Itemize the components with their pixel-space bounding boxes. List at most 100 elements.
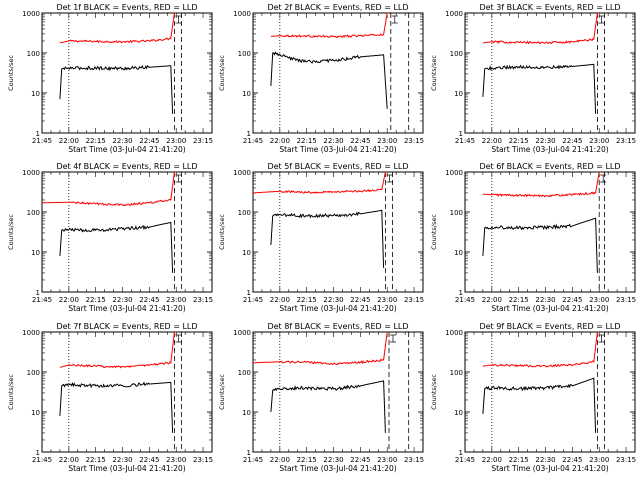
x-tick-label: 23:00 <box>377 296 397 304</box>
series-events <box>482 377 597 433</box>
x-axis-label: Start Time (03-Jul-04 21:41:20) <box>491 145 608 154</box>
series-events <box>270 209 385 268</box>
y-tick-label: 1 <box>36 130 40 138</box>
y-tick-label: 1 <box>247 449 251 457</box>
series-events <box>482 217 598 273</box>
panel-title: Det 2f BLACK = Events, RED = LLD <box>267 3 408 12</box>
y-tick-label: 100 <box>450 209 463 217</box>
x-tick-label: 22:00 <box>59 137 79 145</box>
x-tick-label: 22:30 <box>323 137 343 145</box>
panel-title: Det 5f BLACK = Events, RED = LLD <box>267 162 408 171</box>
y-tick-label: 100 <box>27 50 40 58</box>
series-lld <box>270 13 389 39</box>
panel-title: Det 4f BLACK = Events, RED = LLD <box>56 162 197 171</box>
x-tick-label: 23:00 <box>166 296 186 304</box>
plot-frame <box>41 12 213 134</box>
panel-det-5: Det 5f BLACK = Events, RED = LLD 1 10 100 10… <box>218 162 424 313</box>
x-tick-label: 22:15 <box>509 456 529 464</box>
x-tick-label: 22:45 <box>139 137 159 145</box>
y-tick-label: 1000 <box>445 10 463 18</box>
series-lld <box>482 172 601 198</box>
series-events <box>270 380 386 433</box>
x-tick-label: 22:45 <box>562 296 582 304</box>
panel-title: Det 6f BLACK = Events, RED = LLD <box>479 162 620 171</box>
x-tick-label: 22:00 <box>59 456 79 464</box>
y-tick-label: 1000 <box>445 169 463 177</box>
series-lld <box>253 172 388 194</box>
panel-title: Det 7f BLACK = Events, RED = LLD <box>56 322 197 331</box>
x-tick-label: 23:15 <box>616 296 636 304</box>
plot-frame <box>41 331 213 453</box>
x-tick-label: 23:00 <box>166 137 186 145</box>
y-tick-label: 10 <box>454 409 463 417</box>
y-tick-label: 10 <box>31 409 40 417</box>
x-axis-label: Start Time (03-Jul-04 21:41:20) <box>68 464 185 473</box>
y-axis-label: Counts/sec <box>218 55 226 91</box>
x-tick-label: 21:45 <box>243 137 263 145</box>
x-tick-label: 22:15 <box>297 137 317 145</box>
x-tick-label: 21:45 <box>455 137 475 145</box>
x-tick-label: 22:45 <box>350 296 370 304</box>
x-tick-label: 22:45 <box>350 456 370 464</box>
x-axis-label: Start Time (03-Jul-04 21:41:20) <box>279 464 396 473</box>
series-events <box>482 63 597 114</box>
x-tick-label: 23:00 <box>589 296 609 304</box>
y-tick-label: 100 <box>450 50 463 58</box>
series-lld <box>59 13 177 44</box>
x-tick-label: 23:15 <box>404 137 424 145</box>
x-tick-label: 22:00 <box>270 456 290 464</box>
x-tick-label: 23:15 <box>616 137 636 145</box>
y-tick-label: 100 <box>238 50 251 58</box>
panel-det-2: Det 2f BLACK = Events, RED = LLD 1 10 100 10… <box>218 3 424 154</box>
plot-frame <box>252 171 424 293</box>
series-lld <box>42 172 177 207</box>
x-tick-label: 23:15 <box>193 137 213 145</box>
x-tick-label: 23:00 <box>377 456 397 464</box>
x-tick-label: 23:15 <box>193 296 213 304</box>
panel-det-7: Det 7f BLACK = Events, RED = LLD 1 10 100 10… <box>7 322 213 473</box>
x-tick-label: 22:00 <box>59 296 79 304</box>
panel-title: Det 9f BLACK = Events, RED = LLD <box>479 322 620 331</box>
x-tick-label: 22:45 <box>139 456 159 464</box>
y-tick-label: 10 <box>242 409 251 417</box>
y-axis-label: Counts/sec <box>7 214 15 250</box>
x-axis-label: Start Time (03-Jul-04 21:41:20) <box>491 464 608 473</box>
y-tick-label: 10 <box>31 249 40 257</box>
y-tick-label: 1 <box>36 289 40 297</box>
panel-det-3: Det 3f BLACK = Events, RED = LLD 1 10 100 10… <box>430 3 636 154</box>
x-tick-label: 21:45 <box>32 296 52 304</box>
y-tick-label: 1000 <box>233 329 251 337</box>
y-tick-label: 1 <box>459 449 463 457</box>
y-tick-label: 1000 <box>22 10 40 18</box>
x-tick-label: 23:15 <box>193 456 213 464</box>
series-events <box>270 51 388 109</box>
panel-det-8: Det 8f BLACK = Events, RED = LLD 1 10 100 10… <box>218 322 424 473</box>
x-tick-label: 21:45 <box>455 456 475 464</box>
x-tick-label: 22:15 <box>509 137 529 145</box>
x-tick-label: 22:30 <box>112 137 132 145</box>
y-tick-label: 1000 <box>22 169 40 177</box>
series-lld <box>482 332 600 368</box>
y-axis-label: Counts/sec <box>218 214 226 250</box>
y-tick-label: 100 <box>27 209 40 217</box>
x-tick-label: 22:30 <box>112 456 132 464</box>
series-events <box>59 64 174 114</box>
x-tick-label: 21:45 <box>32 456 52 464</box>
x-tick-label: 22:00 <box>270 296 290 304</box>
y-tick-label: 100 <box>238 209 251 217</box>
x-tick-label: 23:00 <box>166 456 186 464</box>
series-lld <box>253 332 389 366</box>
x-tick-label: 22:15 <box>509 296 529 304</box>
x-axis-label: Start Time (03-Jul-04 21:41:20) <box>491 304 608 313</box>
y-axis-label: Counts/sec <box>430 55 438 91</box>
x-tick-label: 22:00 <box>482 456 502 464</box>
x-tick-label: 21:45 <box>243 456 263 464</box>
x-tick-label: 23:15 <box>616 456 636 464</box>
x-tick-label: 22:30 <box>323 456 343 464</box>
x-tick-label: 23:15 <box>404 456 424 464</box>
x-tick-label: 22:15 <box>297 296 317 304</box>
y-tick-label: 100 <box>450 369 463 377</box>
y-tick-label: 1000 <box>233 10 251 18</box>
panel-det-4: Det 4f BLACK = Events, RED = LLD 1 10 100 10… <box>7 162 213 313</box>
